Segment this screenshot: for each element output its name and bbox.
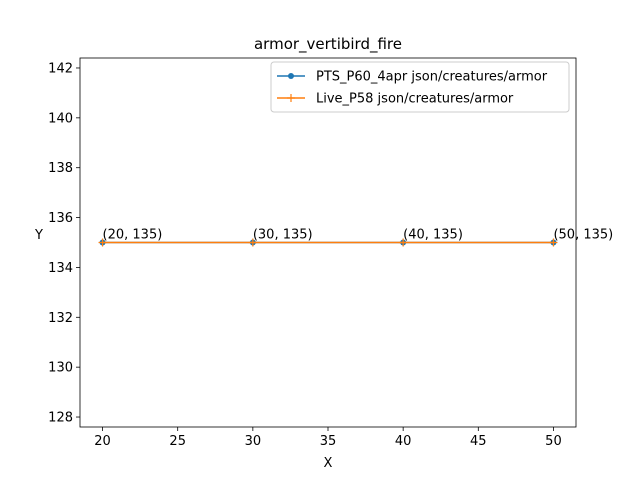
plot-area: (20, 135) (30, 135) (40, 135) (50, 135) — [79, 57, 613, 428]
series-2-point — [399, 238, 408, 247]
legend: PTS_P60_4apr json/creatures/armor Live_P5… — [270, 61, 570, 113]
data-label: (20, 135) — [103, 228, 163, 243]
x-axis-ticks: 20 25 30 35 40 45 50 — [94, 427, 562, 449]
x-tick-label: 20 — [94, 434, 111, 449]
y-tick-label: 138 — [48, 161, 73, 176]
y-axis-ticks: 128 130 132 134 136 138 140 142 — [48, 61, 80, 426]
y-tick-label: 132 — [48, 311, 73, 326]
data-label: (30, 135) — [253, 228, 313, 243]
legend-label-1: PTS_P60_4apr json/creatures/armor — [316, 70, 548, 85]
data-label: (40, 135) — [403, 228, 463, 243]
legend-label-2: Live_P58 json/creatures/armor — [316, 92, 514, 107]
y-tick-label: 134 — [48, 261, 73, 276]
legend-box — [270, 61, 570, 113]
y-tick-label: 142 — [48, 61, 73, 76]
x-tick-label: 30 — [245, 434, 262, 449]
x-tick-label: 50 — [545, 434, 562, 449]
x-axis-label: X — [324, 456, 333, 471]
series-2-point — [549, 238, 558, 247]
data-label: (50, 135) — [553, 228, 613, 243]
y-tick-label: 140 — [48, 111, 73, 126]
y-axis-label: Y — [34, 228, 43, 243]
x-tick-label: 45 — [470, 434, 487, 449]
chart-title: armor_vertibird_fire — [254, 35, 402, 54]
y-tick-label: 130 — [48, 361, 73, 376]
series-2-point — [248, 238, 257, 247]
x-tick-label: 35 — [320, 434, 337, 449]
y-tick-label: 128 — [48, 411, 73, 426]
y-tick-label: 136 — [48, 211, 73, 226]
x-tick-label: 40 — [395, 434, 412, 449]
legend-marker-1 — [288, 73, 294, 79]
x-tick-label: 25 — [169, 434, 186, 449]
series-2-point — [98, 238, 107, 247]
legend-marker-2 — [287, 94, 295, 102]
